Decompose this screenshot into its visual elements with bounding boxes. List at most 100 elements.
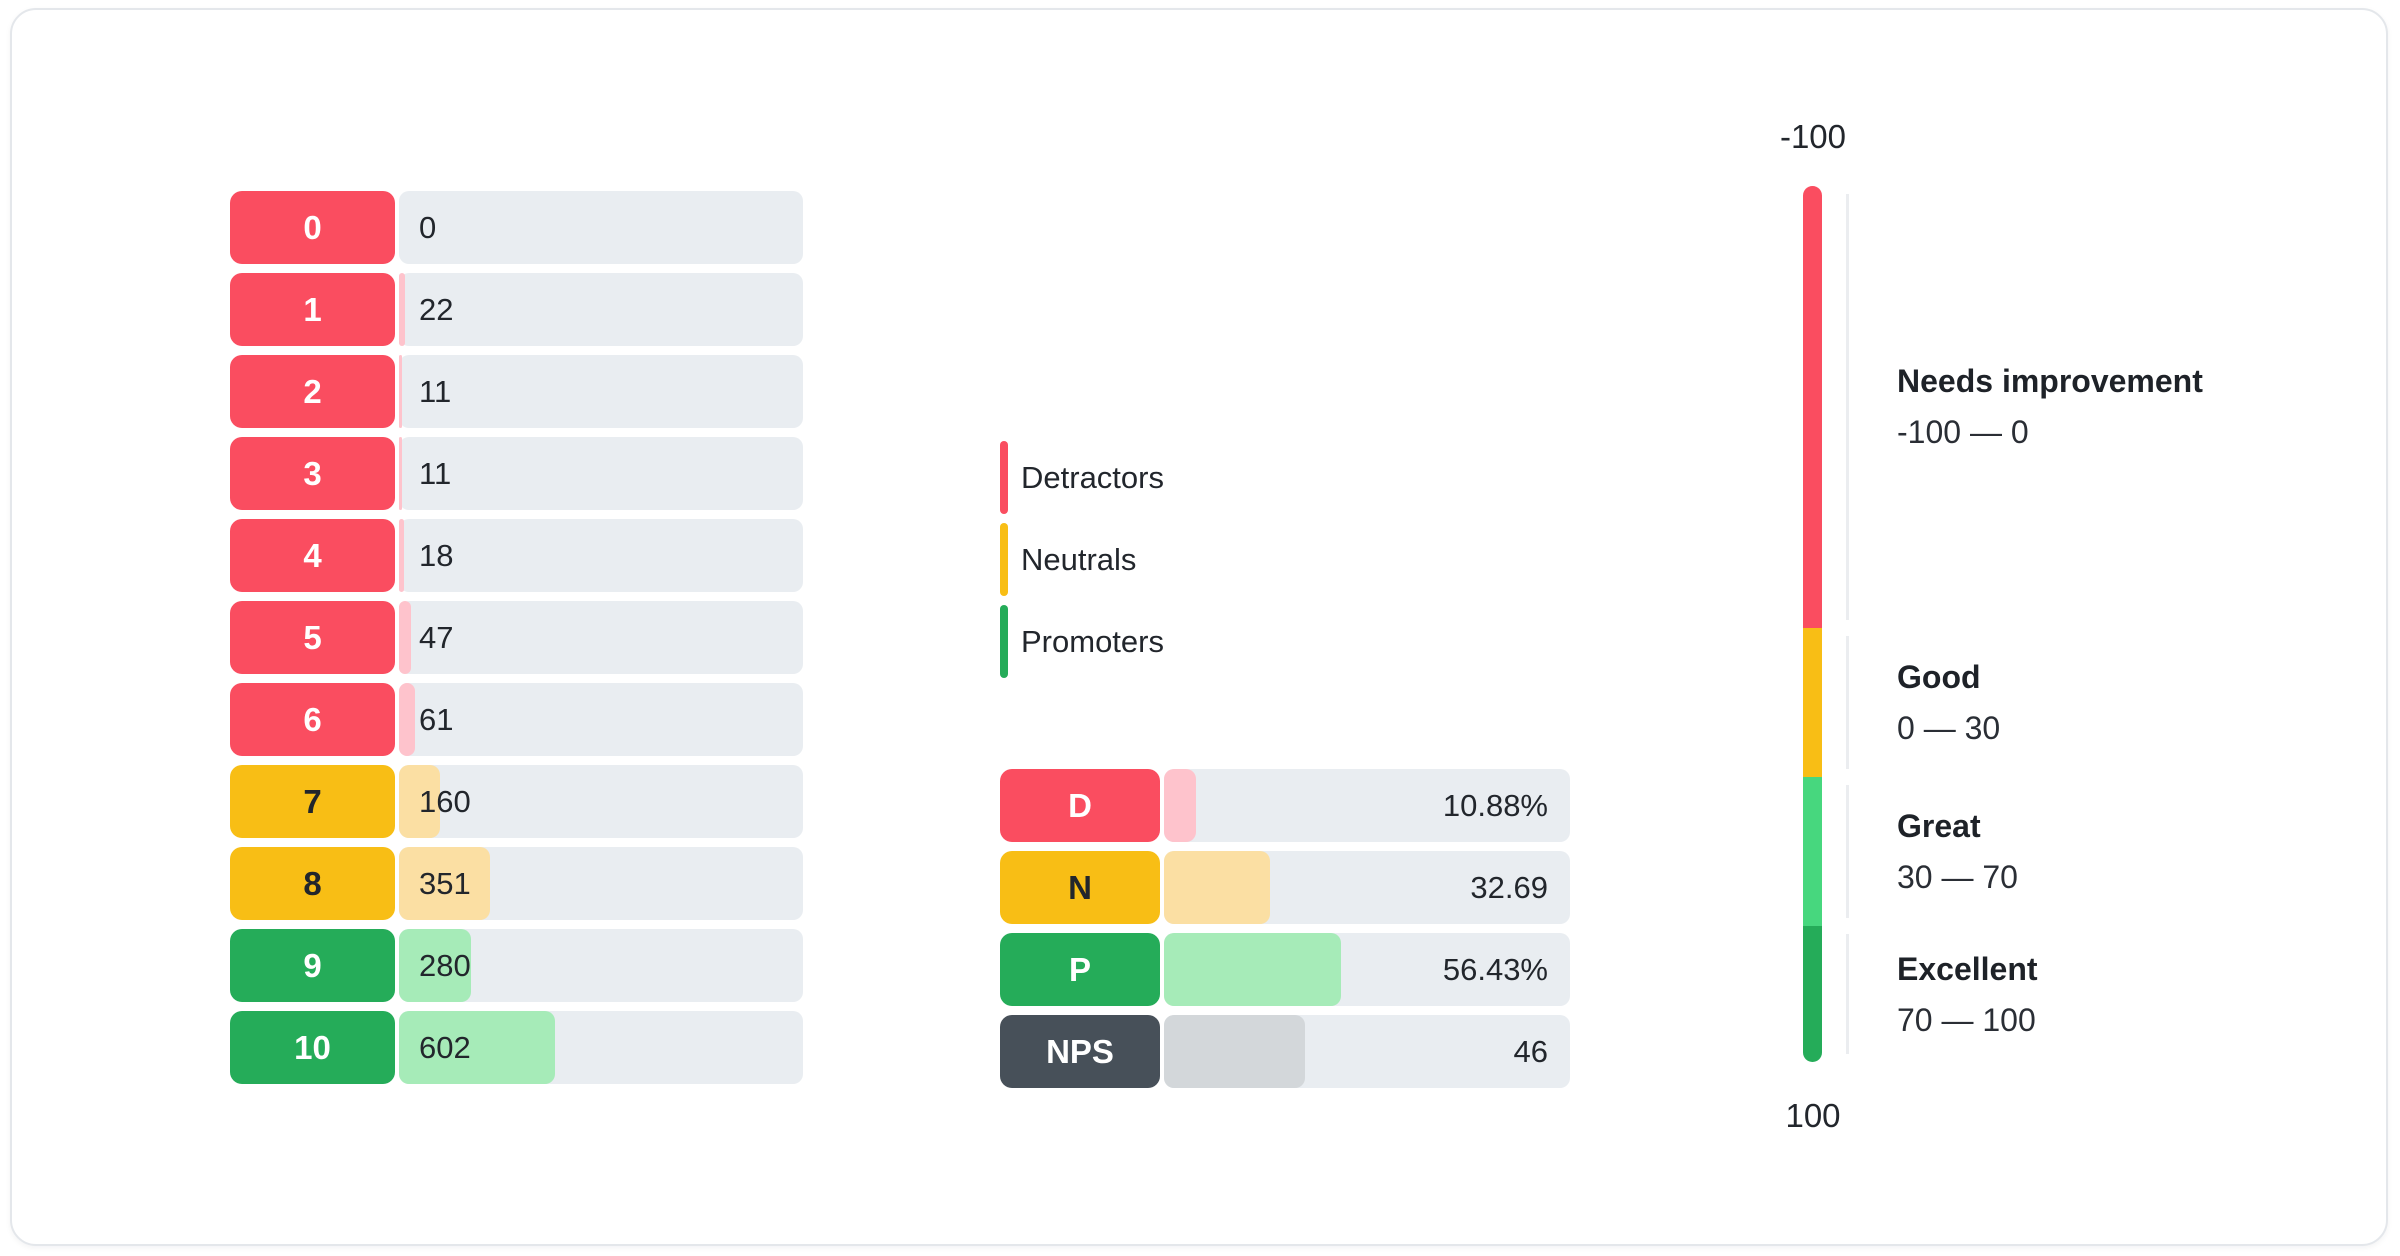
score-count: 11 <box>419 455 452 491</box>
score-row: 9 280 <box>230 929 803 1002</box>
score-row: 8 351 <box>230 847 803 920</box>
gauge-section-range: -100 — 0 <box>1897 413 2029 450</box>
gauge-segment-needs-improvement <box>1803 186 1822 629</box>
score-pill: 10 <box>230 1011 395 1084</box>
score-bar <box>399 765 441 838</box>
score-distribution-chart: 0 0 1 22 2 11 3 11 <box>230 191 803 1084</box>
score-bar <box>399 847 490 920</box>
score-pill: 7 <box>230 765 395 838</box>
summary-value: 56.43% <box>1442 951 1548 987</box>
score-track: 351 <box>399 847 803 920</box>
gauge-section-title: Great <box>1897 807 1981 844</box>
gauge-section-range: 70 — 100 <box>1897 1001 2036 1038</box>
legend-item-promoters[interactable]: Promoters <box>1000 605 1164 678</box>
gauge-segment-excellent <box>1803 926 1822 1062</box>
gauge-axis-line <box>1846 186 1849 1062</box>
gauge-label-good: Good 0 — 30 <box>1897 659 2000 747</box>
score-row: 7 160 <box>230 765 803 838</box>
legend: Detractors Neutrals Promoters <box>1000 441 1164 678</box>
gauge-section-title: Needs improvement <box>1897 362 2203 399</box>
score-track: 160 <box>399 765 803 838</box>
score-bar <box>399 273 405 346</box>
score-pill: 5 <box>230 601 395 674</box>
score-track: 22 <box>399 273 803 346</box>
score-count: 61 <box>419 701 454 737</box>
summary-track: 46 <box>1164 1015 1570 1088</box>
summary-pill: D <box>1000 769 1160 842</box>
score-row: 5 47 <box>230 601 803 674</box>
score-pill: 2 <box>230 355 395 428</box>
legend-label: Detractors <box>1021 459 1164 495</box>
gauge-axis-segment <box>1846 186 1849 628</box>
score-count: 22 <box>419 291 454 327</box>
score-pill: 1 <box>230 273 395 346</box>
gauge-segment-great <box>1803 777 1822 927</box>
summary-track: 32.69 <box>1164 851 1570 924</box>
score-row: 6 61 <box>230 683 803 756</box>
summary-bar <box>1164 769 1197 842</box>
score-track: 11 <box>399 437 803 510</box>
score-count: 280 <box>419 947 471 983</box>
score-track: 61 <box>399 683 803 756</box>
score-pill: 4 <box>230 519 395 592</box>
score-track: 0 <box>399 191 803 264</box>
promoters-tick-icon <box>1000 605 1008 678</box>
score-pill: 0 <box>230 191 395 264</box>
score-track: 11 <box>399 355 803 428</box>
gauge-label-needs-improvement: Needs improvement -100 — 0 <box>1897 363 2203 451</box>
score-bar <box>399 1011 555 1084</box>
score-count: 160 <box>419 783 471 819</box>
score-row: 10 602 <box>230 1011 803 1084</box>
score-pill: 8 <box>230 847 395 920</box>
score-pill: 3 <box>230 437 395 510</box>
score-track: 18 <box>399 519 803 592</box>
score-pill: 9 <box>230 929 395 1002</box>
score-track: 47 <box>399 601 803 674</box>
score-track: 602 <box>399 1011 803 1084</box>
summary-bar <box>1164 1015 1306 1088</box>
score-row: 0 0 <box>230 191 803 264</box>
summary-bar <box>1164 851 1270 924</box>
summary-value: 32.69 <box>1470 869 1548 905</box>
score-bar <box>399 601 412 674</box>
score-count: 18 <box>419 537 454 573</box>
score-pill: 6 <box>230 683 395 756</box>
score-row: 4 18 <box>230 519 803 592</box>
score-bar <box>399 355 402 428</box>
legend-label: Promoters <box>1021 623 1164 659</box>
legend-item-neutrals[interactable]: Neutrals <box>1000 523 1164 596</box>
summary-row-promoters: P 56.43% <box>1000 933 1570 1006</box>
score-count: 47 <box>419 619 454 655</box>
gauge-section-title: Good <box>1897 658 1981 695</box>
summary-pill: P <box>1000 933 1160 1006</box>
summary-row-detractors: D 10.88% <box>1000 769 1570 842</box>
summary-row-neutrals: N 32.69 <box>1000 851 1570 924</box>
score-row: 1 22 <box>230 273 803 346</box>
nps-summary-chart: D 10.88% N 32.69 P 56.43% NPS 46 <box>1000 769 1570 1088</box>
gauge-section-title: Excellent <box>1897 950 2038 987</box>
score-bar <box>399 437 402 510</box>
gauge-max-label: 100 <box>1785 1097 1841 1134</box>
score-row: 3 11 <box>230 437 803 510</box>
legend-item-detractors[interactable]: Detractors <box>1000 441 1164 514</box>
gauge-label-great: Great 30 — 70 <box>1897 808 2018 896</box>
gauge-axis-segment <box>1846 926 1849 1062</box>
score-count: 602 <box>419 1029 471 1065</box>
score-bar <box>399 519 404 592</box>
summary-row-nps: NPS 46 <box>1000 1015 1570 1088</box>
score-count: 0 <box>419 209 437 245</box>
gauge-label-excellent: Excellent 70 — 100 <box>1897 951 2038 1039</box>
summary-pill: NPS <box>1000 1015 1160 1088</box>
gauge-section-range: 30 — 70 <box>1897 858 2018 895</box>
score-bar <box>399 929 472 1002</box>
score-track: 280 <box>399 929 803 1002</box>
gauge-section-range: 0 — 30 <box>1897 709 2001 746</box>
score-row: 2 11 <box>230 355 803 428</box>
summary-track: 56.43% <box>1164 933 1570 1006</box>
summary-value: 46 <box>1513 1033 1548 1069</box>
summary-bar <box>1164 933 1342 1006</box>
nps-gauge-bar <box>1803 186 1822 1062</box>
gauge-axis-segment <box>1846 628 1849 777</box>
detractors-tick-icon <box>1000 441 1008 514</box>
